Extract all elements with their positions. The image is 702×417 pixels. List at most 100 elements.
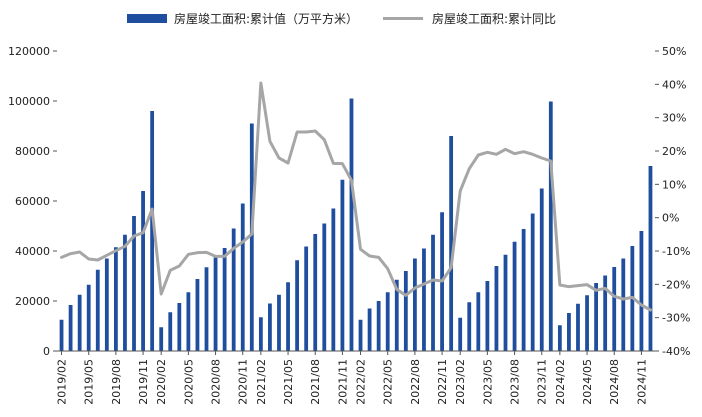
bar [367, 308, 372, 351]
x-tick-label: 2020/02 [155, 359, 168, 405]
bar [59, 319, 64, 351]
bar [177, 303, 182, 351]
bar [412, 258, 417, 351]
bar [159, 327, 164, 351]
legend-label-line: 房屋竣工面积:累计同比 [432, 11, 556, 26]
bar [467, 302, 472, 351]
bar [231, 228, 236, 351]
left-tick-label: 20000 [15, 295, 50, 308]
x-tick-label: 2022/11 [436, 359, 449, 405]
x-tick-label: 2023/08 [509, 359, 522, 405]
right-tick-label: 40% [662, 78, 686, 91]
bar [132, 216, 136, 351]
left-tick-label: 80000 [15, 145, 50, 158]
x-tick-label: 2020/05 [182, 359, 195, 405]
bar [204, 267, 209, 351]
bar [141, 191, 145, 351]
bar [213, 257, 218, 351]
bar [585, 295, 589, 351]
bar [68, 305, 73, 351]
bar [86, 284, 91, 351]
x-tick-label: 2021/08 [309, 359, 322, 405]
x-tick-label: 2021/05 [282, 359, 295, 405]
bar [603, 275, 608, 351]
x-tick-label: 2023/02 [454, 359, 467, 405]
bar-series [59, 98, 653, 351]
bar [295, 260, 300, 351]
right-tick-label: 20% [662, 145, 686, 158]
x-tick-label: 2020/11 [237, 359, 250, 405]
x-tick-label: 2021/02 [255, 359, 268, 405]
left-tick-label: 100000 [8, 95, 50, 108]
bar [304, 246, 309, 351]
bar [512, 241, 517, 351]
bar [612, 267, 617, 351]
bar [186, 292, 191, 351]
right-tick-label: 0% [662, 212, 679, 225]
x-tick-label: 2019/05 [83, 359, 96, 405]
bar [576, 303, 580, 351]
bar [521, 229, 526, 351]
right-tick-label: -30% [662, 312, 690, 325]
bar [349, 98, 354, 351]
x-tick-label: 2021/11 [336, 359, 349, 405]
left-axis: 0 20000 40000 60000 80000 100000 120000 [8, 45, 57, 358]
bar [422, 248, 426, 351]
right-tick-label: -20% [662, 278, 690, 291]
x-tick-label: 2024/02 [554, 359, 567, 405]
right-axis: -40% -30% -20% -10% 0% 10% 20% 30% 40% 50% [655, 45, 690, 358]
bar [277, 294, 281, 351]
bar [340, 179, 345, 351]
left-tick-label: 60000 [15, 195, 50, 208]
x-tick-label: 2023/11 [536, 359, 549, 405]
bar [195, 279, 200, 351]
x-tick-label: 2019/02 [56, 359, 69, 405]
bar [431, 234, 435, 351]
bar [503, 254, 508, 351]
bar [222, 248, 227, 351]
bar [77, 294, 82, 351]
right-tick-label: 50% [662, 45, 686, 58]
bar [358, 319, 363, 351]
bar [258, 317, 263, 351]
bar [376, 301, 381, 351]
bar [449, 136, 454, 351]
right-tick-label: -10% [662, 245, 690, 258]
bar [394, 279, 399, 351]
bar [539, 188, 544, 351]
legend: 房屋竣工面积:累计值（万平方米） 房屋竣工面积:累计同比 [127, 11, 556, 26]
left-tick-label: 0 [43, 345, 50, 358]
bar [123, 234, 127, 351]
x-tick-label: 2022/08 [409, 359, 422, 405]
line-series [60, 81, 652, 312]
left-tick-label: 120000 [8, 45, 50, 58]
bar [494, 266, 499, 351]
x-tick-label: 2024/08 [608, 359, 621, 405]
bar [104, 258, 109, 351]
left-tick-label: 40000 [15, 245, 50, 258]
x-tick-label: 2020/08 [210, 359, 223, 405]
bar [594, 283, 599, 351]
bar [403, 271, 408, 351]
bar [249, 123, 254, 351]
bar [458, 317, 463, 351]
bar [113, 247, 118, 351]
bar [313, 234, 318, 351]
x-tick-label: 2024/05 [581, 359, 594, 405]
legend-label-bar: 房屋竣工面积:累计值（万平方米） [174, 11, 358, 26]
right-tick-label: 30% [662, 112, 686, 125]
x-axis: 2019/02 2019/05 2019/08 2019/11 2020/02 2020/… [56, 351, 648, 405]
bar [530, 213, 535, 351]
bar [268, 303, 272, 351]
legend-swatch-bar [127, 14, 167, 23]
bar [286, 282, 290, 351]
x-tick-label: 2019/11 [137, 359, 150, 405]
bar [648, 166, 653, 351]
x-tick-label: 2022/05 [382, 359, 395, 405]
x-tick-label: 2019/08 [110, 359, 123, 405]
x-tick-label: 2023/05 [481, 359, 494, 405]
bar [476, 292, 481, 351]
bar [639, 231, 644, 351]
